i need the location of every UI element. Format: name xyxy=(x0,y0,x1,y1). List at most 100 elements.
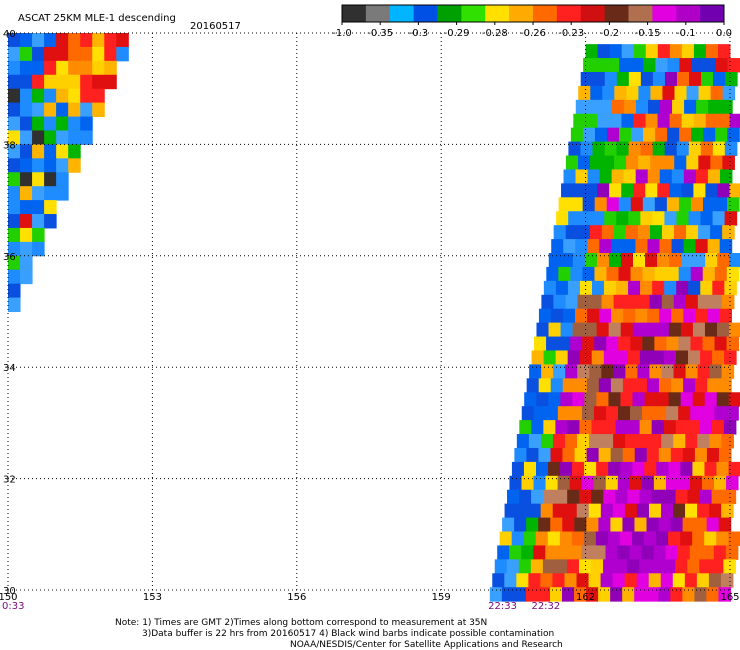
data-cell xyxy=(626,155,639,170)
time-label: 22:33 xyxy=(488,601,517,612)
data-cell xyxy=(601,294,615,310)
data-cell xyxy=(640,280,653,296)
data-cell xyxy=(719,169,733,184)
data-cell xyxy=(690,336,703,351)
data-cell xyxy=(608,253,622,268)
data-cell xyxy=(8,130,21,145)
data-cell xyxy=(645,113,659,129)
data-cell xyxy=(606,266,620,282)
data-cell xyxy=(704,531,717,546)
data-cell xyxy=(543,420,556,435)
data-cell xyxy=(616,141,630,157)
data-cell xyxy=(680,392,694,407)
data-cell xyxy=(656,392,670,407)
data-cell xyxy=(575,239,588,254)
data-cell xyxy=(692,392,706,407)
data-cell xyxy=(596,392,609,407)
data-cell xyxy=(44,200,57,215)
data-cell xyxy=(637,434,650,449)
colorbar-swatch xyxy=(437,5,462,22)
data-cell xyxy=(711,420,725,435)
data-cell xyxy=(610,447,624,463)
data-cell xyxy=(711,559,724,574)
data-cell xyxy=(652,280,665,296)
data-cell xyxy=(717,183,731,198)
data-cell xyxy=(712,350,725,365)
data-cell xyxy=(724,211,738,226)
data-cell xyxy=(586,517,599,533)
data-cell xyxy=(669,253,682,268)
data-cell xyxy=(702,475,715,491)
colorbar-tick-label: -0.15 xyxy=(635,28,661,39)
data-cell xyxy=(516,434,530,449)
data-cell xyxy=(628,211,641,226)
data-cell xyxy=(657,44,671,59)
data-cell xyxy=(558,266,571,282)
data-cell xyxy=(725,71,738,87)
data-cell xyxy=(649,434,662,449)
data-cell xyxy=(577,294,591,310)
data-cell xyxy=(521,406,535,421)
data-cell xyxy=(593,406,607,421)
data-cell xyxy=(525,587,539,602)
data-cell xyxy=(589,225,603,240)
data-cell xyxy=(624,503,638,519)
data-cell xyxy=(528,434,542,449)
y-tick-labels: 40 38 36 34 32 30 xyxy=(3,29,16,597)
data-cell xyxy=(8,46,21,62)
data-cell xyxy=(562,517,575,533)
data-cell xyxy=(526,517,539,533)
data-cell xyxy=(623,239,636,254)
data-cell xyxy=(80,46,93,62)
data-cell xyxy=(727,127,740,143)
data-cell xyxy=(598,517,611,533)
data-cell xyxy=(599,99,613,115)
data-cell xyxy=(602,155,615,170)
data-cell xyxy=(649,294,663,310)
data-cell xyxy=(555,350,569,365)
data-cell xyxy=(535,461,549,477)
data-cell xyxy=(683,169,697,184)
data-cell xyxy=(693,44,707,59)
data-cell xyxy=(550,378,564,393)
data-cell xyxy=(636,573,650,588)
data-cell xyxy=(631,127,644,143)
data-cell xyxy=(706,517,720,533)
data-cell xyxy=(80,60,93,76)
data-cell xyxy=(545,545,558,560)
data-cell xyxy=(644,322,658,338)
data-cell xyxy=(707,239,721,254)
data-cell xyxy=(666,406,679,421)
data-cell xyxy=(564,434,578,449)
data-cell xyxy=(612,503,626,519)
data-cell xyxy=(92,60,105,76)
data-cell xyxy=(625,434,638,449)
data-cell xyxy=(620,461,633,477)
data-cell xyxy=(695,378,708,393)
data-cell xyxy=(618,406,631,421)
data-cell xyxy=(44,46,57,62)
data-cell xyxy=(615,559,628,574)
x-tick-label: 156 xyxy=(287,592,306,603)
data-cell xyxy=(528,573,541,588)
data-cell xyxy=(719,308,732,324)
data-cell xyxy=(729,113,740,129)
data-cell xyxy=(563,308,576,324)
data-cell xyxy=(688,280,701,296)
data-cell xyxy=(678,197,692,212)
data-cell xyxy=(666,197,680,212)
data-cell xyxy=(695,169,709,184)
data-cell xyxy=(555,280,569,296)
data-cell xyxy=(8,144,21,159)
data-cell xyxy=(674,155,687,170)
data-cell xyxy=(20,116,33,131)
data-cell xyxy=(547,531,561,546)
data-cell xyxy=(611,308,624,324)
data-cell xyxy=(32,60,45,76)
data-cell xyxy=(618,127,632,143)
data-cell xyxy=(596,461,609,477)
data-cell xyxy=(56,186,69,201)
data-cell xyxy=(667,127,680,143)
data-cell xyxy=(32,214,45,229)
data-cell xyxy=(678,336,691,351)
